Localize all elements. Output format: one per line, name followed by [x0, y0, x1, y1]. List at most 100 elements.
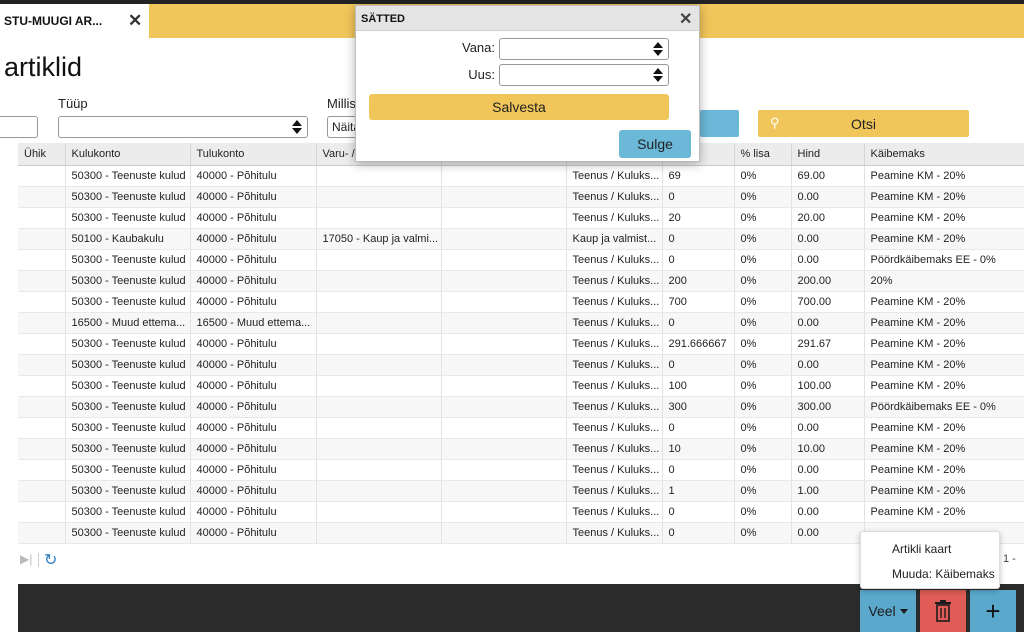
menu-item-artikli-kaart[interactable]: Artikli kaart: [892, 542, 952, 556]
table-cell: [18, 165, 66, 187]
table-cell: 50300 - Teenuste kulud: [65, 522, 191, 544]
column-header[interactable]: % lisa: [734, 143, 792, 166]
table-cell: Peamine KM - 20%: [864, 501, 1024, 523]
table-cell: [441, 459, 567, 481]
tyyp-select[interactable]: [58, 116, 308, 138]
table-cell: 50300 - Teenuste kulud: [65, 270, 191, 292]
tab-artiklid[interactable]: STU-MUUGI AR... ✕: [0, 4, 149, 38]
table-cell: [441, 186, 567, 208]
table-cell: Peamine KM - 20%: [864, 354, 1024, 376]
table-cell: [18, 312, 66, 334]
table-cell: 0.00: [791, 312, 865, 334]
close-icon[interactable]: ✕: [679, 11, 693, 28]
table-cell: 50300 - Teenuste kulud: [65, 186, 191, 208]
more-button[interactable]: Veel: [860, 590, 916, 632]
table-row[interactable]: 16500 - Muud ettema... 16500 - Muud ettem…: [18, 312, 1024, 334]
table-cell: 0: [662, 501, 735, 523]
table-cell: 0.00: [791, 417, 865, 439]
millis-label: Millis: [327, 96, 356, 111]
table-row[interactable]: 50300 - Teenuste kulud 40000 - Põhitulu Te…: [18, 417, 1024, 439]
table-cell: 50300 - Teenuste kulud: [65, 438, 191, 460]
table-row[interactable]: 50300 - Teenuste kulud 40000 - Põhitulu Te…: [18, 480, 1024, 502]
table-cell: 291.666667: [662, 333, 735, 355]
table-cell: 40000 - Põhitulu: [190, 249, 317, 271]
table-row[interactable]: 50300 - Teenuste kulud 40000 - Põhitulu Te…: [18, 249, 1024, 271]
delete-button[interactable]: [920, 590, 966, 632]
table-cell: [18, 333, 66, 355]
table-row[interactable]: 50300 - Teenuste kulud 40000 - Põhitulu Te…: [18, 165, 1024, 187]
table-cell: [18, 459, 66, 481]
refresh-icon[interactable]: ↻: [44, 552, 58, 569]
column-header[interactable]: Ühik: [18, 143, 66, 166]
table-cell: 0.00: [791, 459, 865, 481]
page-title: artiklid: [4, 52, 83, 82]
table-cell: 0: [662, 459, 735, 481]
column-header[interactable]: Käibemaks: [864, 143, 1024, 166]
add-button[interactable]: +: [970, 590, 1016, 632]
table-cell: [18, 354, 66, 376]
table-cell: 0%: [734, 375, 792, 397]
vana-select[interactable]: [499, 38, 669, 60]
table-row[interactable]: 50300 - Teenuste kulud 40000 - Põhitulu Te…: [18, 501, 1024, 523]
table-row[interactable]: 50300 - Teenuste kulud 40000 - Põhitulu Te…: [18, 270, 1024, 292]
column-header[interactable]: Hind: [791, 143, 865, 166]
table-cell: [441, 312, 567, 334]
table-cell: [18, 228, 66, 250]
close-button[interactable]: Sulge: [619, 130, 691, 158]
pager-divider: [38, 553, 39, 567]
table-cell: [441, 333, 567, 355]
table-row[interactable]: 50300 - Teenuste kulud 40000 - Põhitulu Te…: [18, 396, 1024, 418]
table-cell: [441, 438, 567, 460]
table-cell: 0: [662, 354, 735, 376]
table-cell: 0%: [734, 165, 792, 187]
table-cell: 40000 - Põhitulu: [190, 501, 317, 523]
close-icon[interactable]: ✕: [128, 11, 143, 30]
table-cell: 50300 - Teenuste kulud: [65, 459, 191, 481]
table-cell: 50300 - Teenuste kulud: [65, 375, 191, 397]
table-row[interactable]: 50100 - Kaubakulu 40000 - Põhitulu 17050 -…: [18, 228, 1024, 250]
table-cell: 40000 - Põhitulu: [190, 207, 317, 229]
table-cell: [441, 501, 567, 523]
table-cell: [316, 480, 442, 502]
table-row[interactable]: 50300 - Teenuste kulud 40000 - Põhitulu Te…: [18, 186, 1024, 208]
table-cell: 0: [662, 186, 735, 208]
table-cell: 10: [662, 438, 735, 460]
select-arrows-icon: [292, 120, 302, 134]
search-button[interactable]: ⚲ Otsi: [758, 110, 969, 137]
table-cell: 0%: [734, 459, 792, 481]
filter-action-button[interactable]: [700, 110, 739, 137]
table-cell: 300: [662, 396, 735, 418]
table-cell: [441, 480, 567, 502]
table-cell: 0%: [734, 417, 792, 439]
table-cell: 20.00: [791, 207, 865, 229]
filter-input-partial[interactable]: [0, 116, 38, 138]
more-menu: Artikli kaart Muuda: Käibemaks: [860, 531, 1000, 589]
table-cell: 0%: [734, 354, 792, 376]
column-header[interactable]: Kulukonto: [65, 143, 191, 166]
table-cell: 0%: [734, 480, 792, 502]
table-row[interactable]: 50300 - Teenuste kulud 40000 - Põhitulu Te…: [18, 207, 1024, 229]
table-cell: Teenus / Kuluks...: [566, 480, 663, 502]
table-cell: 0.00: [791, 522, 865, 544]
table-cell: [18, 417, 66, 439]
table-row[interactable]: 50300 - Teenuste kulud 40000 - Põhitulu Te…: [18, 438, 1024, 460]
save-button[interactable]: Salvesta: [369, 94, 669, 120]
tyyp-label: Tüüp: [58, 96, 88, 111]
table-cell: 50300 - Teenuste kulud: [65, 396, 191, 418]
uus-select[interactable]: [499, 64, 669, 86]
table-cell: 40000 - Põhitulu: [190, 333, 317, 355]
table-row[interactable]: 50300 - Teenuste kulud 40000 - Põhitulu Te…: [18, 459, 1024, 481]
table-cell: 0: [662, 228, 735, 250]
table-cell: 69.00: [791, 165, 865, 187]
first-page-icon[interactable]: ▶|: [20, 552, 33, 566]
table-row[interactable]: 50300 - Teenuste kulud 40000 - Põhitulu Te…: [18, 375, 1024, 397]
table-row[interactable]: 50300 - Teenuste kulud 40000 - Põhitulu Te…: [18, 291, 1024, 313]
table-cell: 0.00: [791, 186, 865, 208]
table-cell: 40000 - Põhitulu: [190, 270, 317, 292]
column-header[interactable]: Tulukonto: [190, 143, 317, 166]
table-row[interactable]: 50300 - Teenuste kulud 40000 - Põhitulu Te…: [18, 354, 1024, 376]
table-cell: [316, 354, 442, 376]
table-cell: [316, 186, 442, 208]
menu-item-muuda-kaibemaks[interactable]: Muuda: Käibemaks: [892, 567, 995, 581]
table-row[interactable]: 50300 - Teenuste kulud 40000 - Põhitulu Te…: [18, 333, 1024, 355]
